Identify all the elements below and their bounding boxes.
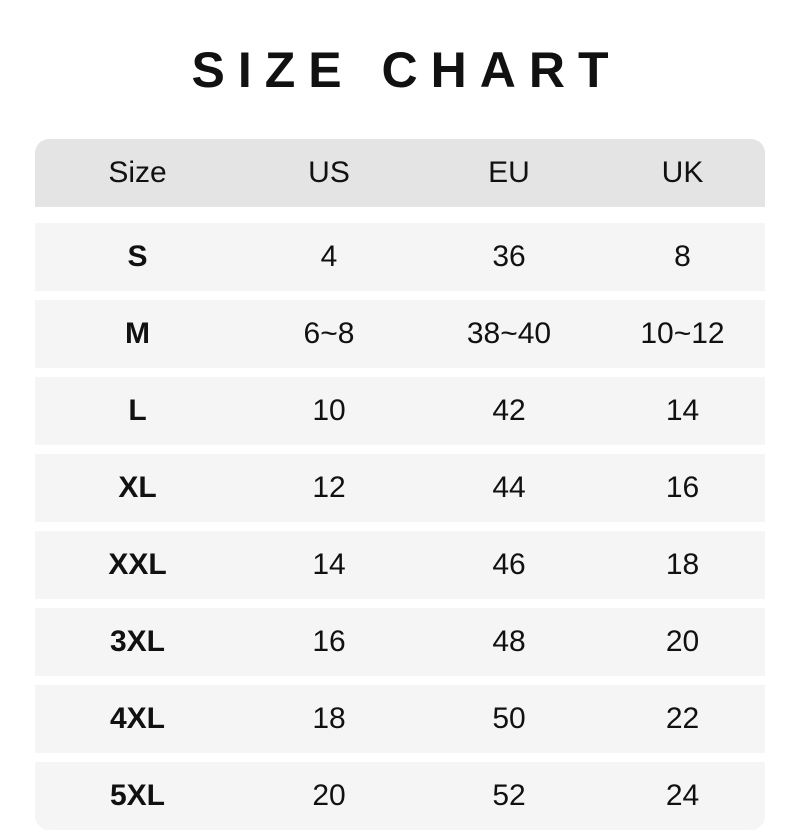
- table-header: Size US EU UK: [35, 139, 765, 207]
- table-row: XXL 14 46 18: [35, 522, 765, 599]
- cell-size: L: [35, 368, 240, 445]
- cell-eu: 46: [418, 522, 600, 599]
- column-header-eu: EU: [418, 139, 600, 207]
- cell-uk: 20: [600, 599, 765, 676]
- column-header-uk: UK: [600, 139, 765, 207]
- cell-eu: 38~40: [418, 291, 600, 368]
- cell-eu: 44: [418, 445, 600, 522]
- table-row: L 10 42 14: [35, 368, 765, 445]
- cell-eu: 52: [418, 753, 600, 830]
- cell-size: XXL: [35, 522, 240, 599]
- cell-us: 20: [240, 753, 418, 830]
- cell-size: 4XL: [35, 676, 240, 753]
- cell-uk: 24: [600, 753, 765, 830]
- cell-us: 4: [240, 207, 418, 291]
- size-chart-page: SIZE CHART Size US EU UK S 4 36 8 M: [35, 42, 765, 812]
- cell-eu: 50: [418, 676, 600, 753]
- column-header-size: Size: [35, 139, 240, 207]
- cell-uk: 14: [600, 368, 765, 445]
- cell-us: 6~8: [240, 291, 418, 368]
- table-body: S 4 36 8 M 6~8 38~40 10~12 L 10 42 14 XL…: [35, 207, 765, 830]
- column-header-us: US: [240, 139, 418, 207]
- cell-size: S: [35, 207, 240, 291]
- cell-size: M: [35, 291, 240, 368]
- cell-eu: 48: [418, 599, 600, 676]
- table-header-row: Size US EU UK: [35, 139, 765, 207]
- cell-us: 18: [240, 676, 418, 753]
- cell-eu: 36: [418, 207, 600, 291]
- cell-uk: 16: [600, 445, 765, 522]
- table-row: XL 12 44 16: [35, 445, 765, 522]
- cell-uk: 22: [600, 676, 765, 753]
- table-row: M 6~8 38~40 10~12: [35, 291, 765, 368]
- table-row: 5XL 20 52 24: [35, 753, 765, 830]
- page-title: SIZE CHART: [191, 42, 622, 98]
- cell-size: XL: [35, 445, 240, 522]
- cell-us: 14: [240, 522, 418, 599]
- cell-size: 5XL: [35, 753, 240, 830]
- table-row: 3XL 16 48 20: [35, 599, 765, 676]
- cell-us: 16: [240, 599, 418, 676]
- cell-uk: 8: [600, 207, 765, 291]
- size-chart-table: Size US EU UK S 4 36 8 M 6~8 38~40 10~12…: [35, 139, 765, 830]
- cell-uk: 10~12: [600, 291, 765, 368]
- cell-uk: 18: [600, 522, 765, 599]
- cell-us: 10: [240, 368, 418, 445]
- cell-eu: 42: [418, 368, 600, 445]
- cell-size: 3XL: [35, 599, 240, 676]
- table-row: S 4 36 8: [35, 207, 765, 291]
- table-row: 4XL 18 50 22: [35, 676, 765, 753]
- cell-us: 12: [240, 445, 418, 522]
